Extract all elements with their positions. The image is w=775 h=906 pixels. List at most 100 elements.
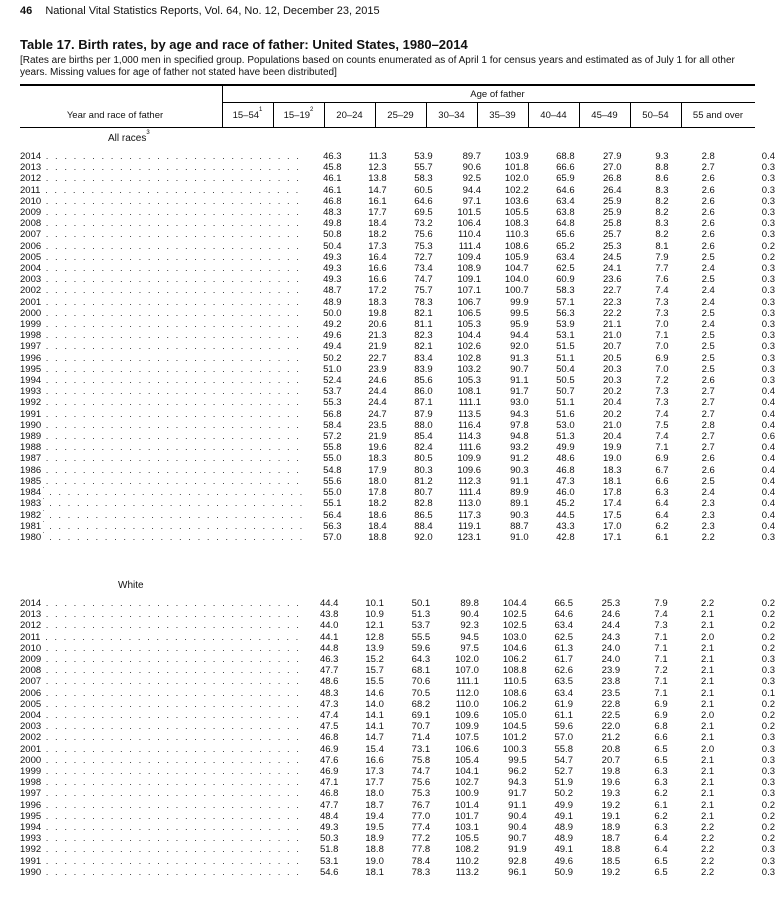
rate-cell: 101.5 [457,207,482,219]
rate-cell: 49.3 [323,274,342,286]
year-label: 2013 [20,609,42,621]
rate-cell: 82.4 [414,442,433,454]
rate-cell: 90.6 [462,162,482,174]
rate-cell: 6.2 [655,520,669,532]
leader-dots: . . . . . . . . . . . . . . . . . . . . … [41,263,301,275]
rate-cell: 85.4 [414,431,433,443]
rate-cell: 23.9 [368,363,387,375]
rate-cell: 92.5 [462,173,482,185]
rate-cell: 117.3 [458,509,482,521]
rate-cell: 44.4 [319,598,339,609]
table-row: 2002 . . . . . . . . . . . . . . . . . .… [20,732,775,743]
leader-dots: . . . . . . . . . . . . . . . . . . . . … [41,307,301,319]
year-cell: 1994 . . . . . . . . . . . . . . . . . .… [20,822,301,833]
table-row: 1994 . . . . . . . . . . . . . . . . . .… [20,375,775,386]
rate-cell: 22.7 [603,285,622,297]
column-divider [375,102,376,127]
rate-cell: 104.4 [502,598,527,609]
rate-cell: 6.1 [655,531,669,543]
rate-cell: 99.9 [510,296,529,308]
leader-dots: . . . . . . . . . . . . . . . . . . . . … [41,777,301,789]
rate-cell: 102.6 [457,341,482,353]
rate-cell: 56.8 [323,408,342,420]
rate-cell: 105.0 [502,710,527,722]
rate-cell: 70.5 [411,687,431,699]
rate-cell: 24.1 [603,263,622,275]
rate-cell: 14.7 [365,732,384,744]
rate-cell: 6.7 [655,464,669,476]
leader-dots: . . . . . . . . . . . . . . . . . . . . … [41,341,301,353]
rate-cell: 100.9 [455,788,479,800]
rate-cell: 2.0 [700,631,715,643]
rate-cell: 2.7 [701,431,715,443]
rate-cell: 18.3 [603,464,622,476]
rate-cell: 20.5 [603,352,622,364]
rate-cell: 50.2 [554,788,573,800]
rate-cell: 2.6 [701,464,715,476]
rate-cell: 53.9 [414,151,433,162]
year-cell: 2000 . . . . . . . . . . . . . . . . . .… [20,308,304,319]
rate-cell: 112.0 [455,687,479,699]
rate-cell: 2.8 [701,419,715,431]
leader-dots: . . . . . . . . . . . . . . . . . . . . … [41,799,301,811]
rate-cell: 64.6 [556,184,575,196]
rate-cell: 113.0 [458,498,482,510]
rate-cell: 104.5 [502,721,527,733]
rate-cell: 18.2 [368,498,387,510]
rate-cell: 6.4 [655,509,669,521]
rate-cell: 88.0 [414,419,433,431]
rate-cell: 0.3 [761,363,775,375]
rate-cell: 53.1 [556,330,575,342]
leader-dots: . . . . . . . . . . . . . . . . . . . . … [41,330,301,342]
leader-dots: . . . . . . . . . . . . . . . . . . . . … [41,218,301,230]
rate-cell: 63.4 [556,195,575,207]
column-divider [273,102,274,127]
rate-cell: 46.1 [323,173,342,185]
rate-cell: 2.6 [701,207,715,219]
rate-cell: 92.8 [508,855,527,867]
rate-cell: 65.9 [556,173,575,185]
leader-dots: . . . . . . . . . . . . . . . . . . . . … [41,464,301,476]
rate-cell: 51.9 [554,777,573,789]
leader-dots: . . . . . . . . . . . . . . . . . . . . … [41,754,301,766]
rate-cell: 23.6 [603,274,622,286]
rate-cell: 6.5 [654,743,668,755]
rate-cell: 56.4 [323,509,342,521]
rate-cell: 2.6 [701,195,715,207]
year-label: 1980 [20,531,42,543]
rate-cell: 7.3 [655,397,669,409]
rate-cell: 7.1 [654,687,668,699]
table-row: 2000 . . . . . . . . . . . . . . . . . .… [20,755,775,766]
rate-cell: 19.9 [603,442,622,454]
leader-dots: . . . . . . . . . . . . . . . . . . . . … [41,609,301,621]
year-footnote-marker: 4 [41,531,45,535]
rate-cell: 13.8 [368,173,387,185]
rate-cell: 106.6 [455,743,479,755]
table-row: 2008 . . . . . . . . . . . . . . . . . .… [20,665,775,676]
rate-cell: 58.3 [556,285,575,297]
rate-cell: 2.7 [701,162,715,174]
rate-cell: 7.1 [654,676,668,688]
rate-cell: 92.0 [414,531,433,543]
rate-cell: 56.3 [323,520,342,532]
column-header: 20–24 [324,110,375,121]
rate-cell: 0.2 [761,251,775,263]
rate-cell: 105.4 [455,754,479,766]
column-header: 55 and over [681,110,755,121]
table-row: 1990 . . . . . . . . . . . . . . . . . .… [20,420,775,431]
rate-cell: 0.3 [761,654,775,666]
rate-cell: 0.4 [761,487,775,499]
header-bottom-rule [20,127,755,128]
leader-dots: . . . . . . . . . . . . . . . . . . . . … [41,710,301,722]
spanner-age-of-father: Age of father [470,89,525,100]
column-header-label: 35–39 [489,110,516,121]
rate-cell: 25.9 [603,207,622,219]
rate-cell: 19.2 [601,866,621,878]
rate-cell: 24.4 [368,397,387,409]
table-row: 2001 . . . . . . . . . . . . . . . . . .… [20,297,775,308]
rate-cell: 89.9 [510,487,529,499]
running-header: 46 National Vital Statistics Reports, Vo… [20,5,380,17]
column-header: 30–34 [426,110,477,121]
rate-cell: 48.9 [323,296,342,308]
rate-cell: 54.8 [323,464,342,476]
